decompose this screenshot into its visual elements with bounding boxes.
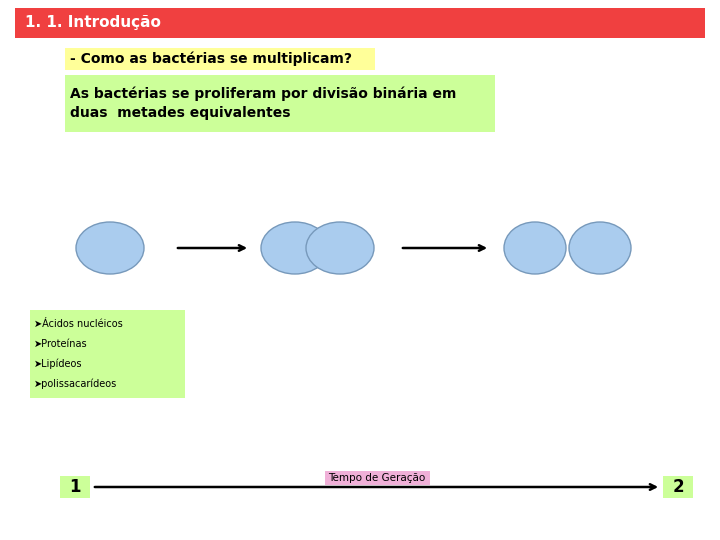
FancyBboxPatch shape [325, 471, 430, 485]
Text: As bactérias se proliferam por divisão binária em
duas  metades equivalentes: As bactérias se proliferam por divisão b… [70, 86, 456, 120]
Text: 1: 1 [69, 478, 81, 496]
Ellipse shape [569, 222, 631, 274]
Text: ➤polissacarídeos: ➤polissacarídeos [34, 379, 117, 389]
FancyBboxPatch shape [65, 75, 495, 132]
FancyBboxPatch shape [30, 310, 185, 398]
Text: ➤Ácidos nucléicos: ➤Ácidos nucléicos [34, 319, 122, 329]
Ellipse shape [504, 222, 566, 274]
Text: ➤Lipídeos: ➤Lipídeos [34, 359, 83, 369]
FancyBboxPatch shape [663, 476, 693, 498]
FancyBboxPatch shape [15, 8, 705, 38]
Text: 2: 2 [672, 478, 684, 496]
Text: ➤Proteínas: ➤Proteínas [34, 339, 88, 349]
Ellipse shape [261, 222, 329, 274]
FancyBboxPatch shape [60, 476, 90, 498]
Text: 1. 1. Introdução: 1. 1. Introdução [25, 16, 161, 30]
Ellipse shape [306, 222, 374, 274]
Ellipse shape [76, 222, 144, 274]
Text: Tempo de Geração: Tempo de Geração [328, 473, 426, 483]
FancyBboxPatch shape [65, 48, 375, 70]
Text: - Como as bactérias se multiplicam?: - Como as bactérias se multiplicam? [70, 52, 352, 66]
